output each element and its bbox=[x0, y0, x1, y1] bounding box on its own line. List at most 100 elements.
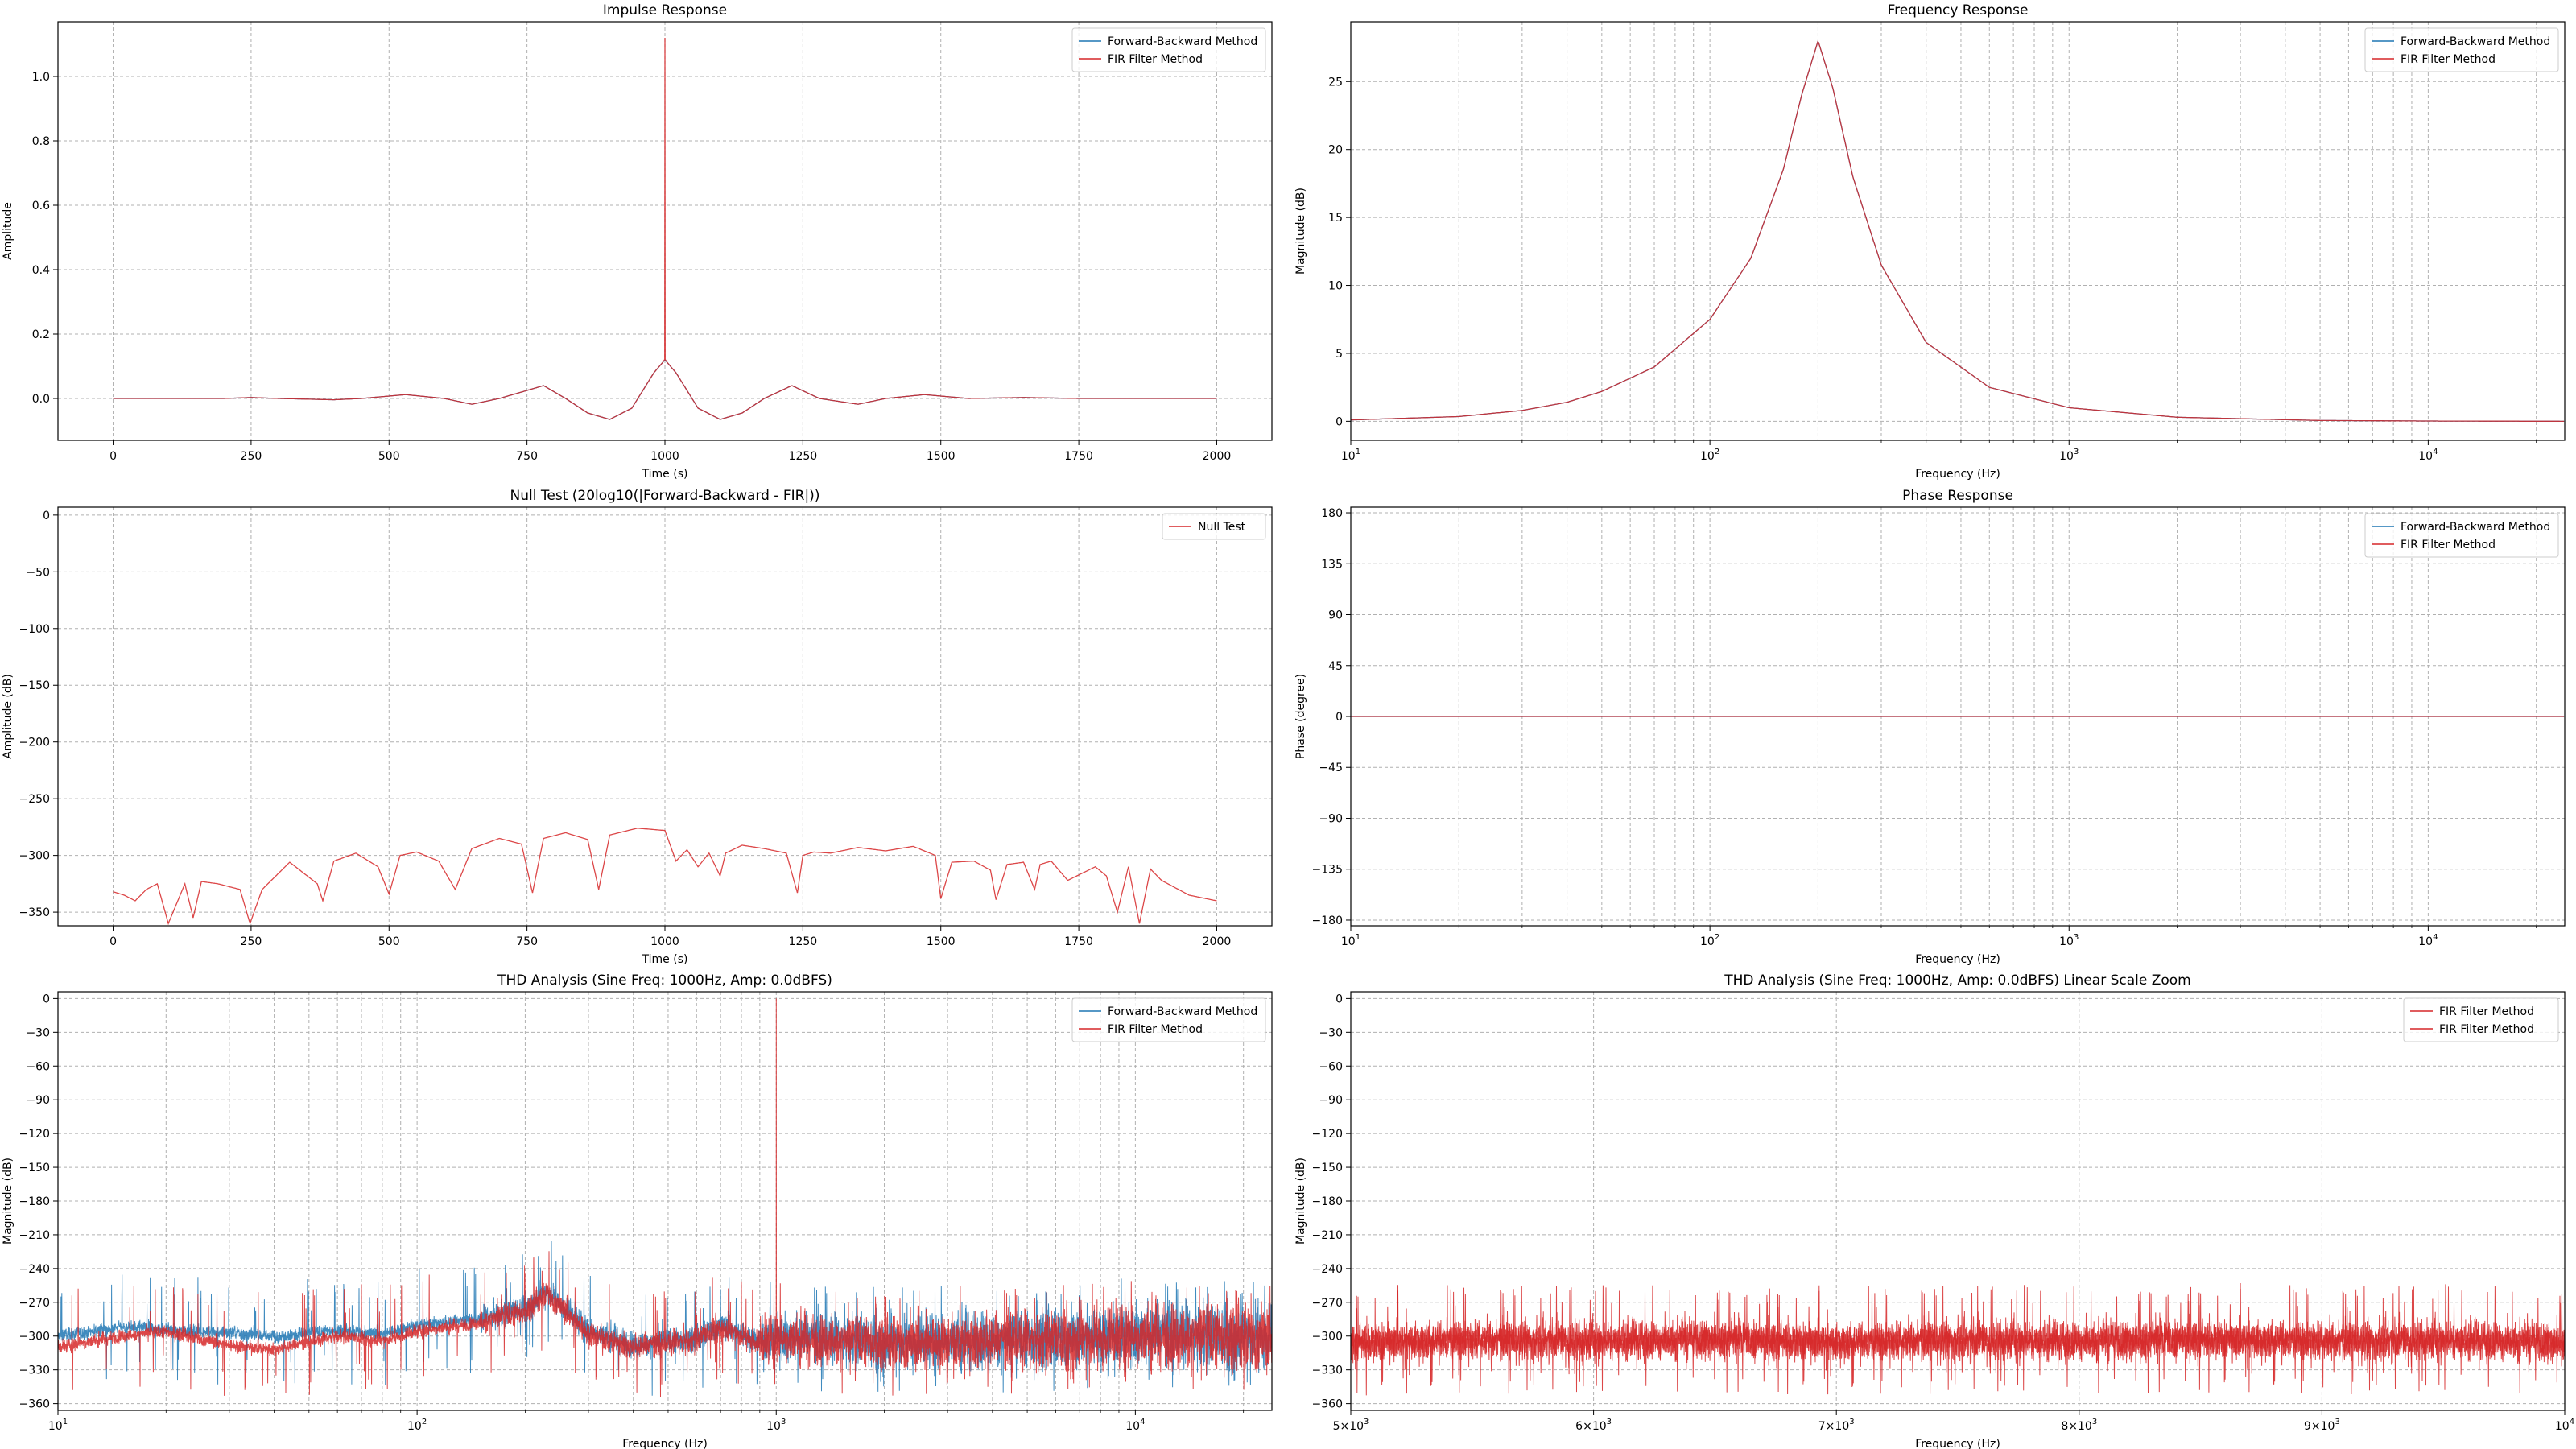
series-line-1 bbox=[113, 828, 1217, 926]
series-line-2 bbox=[1351, 40, 2564, 423]
y-tick-label: −360 bbox=[1312, 1398, 1343, 1411]
y-tick-label: 0 bbox=[43, 993, 50, 1005]
y-tick-label: −90 bbox=[26, 1094, 50, 1107]
x-tick-label: 5×103 bbox=[1333, 1418, 1369, 1433]
x-tick-label: 2000 bbox=[1203, 450, 1232, 463]
plot-area bbox=[113, 37, 1217, 420]
x-tick-label: 500 bbox=[378, 935, 400, 948]
x-tick-label: 1250 bbox=[789, 935, 818, 948]
x-tick-label: 103 bbox=[766, 1418, 786, 1433]
x-tick-label: 500 bbox=[378, 450, 400, 463]
legend-box bbox=[2364, 27, 2559, 72]
y-axis-label: Phase (degree) bbox=[1294, 674, 1307, 759]
y-tick-label: 0 bbox=[1335, 993, 1343, 1005]
y-tick-label: 180 bbox=[1321, 507, 1343, 520]
y-axis-label: Magnitude (dB) bbox=[2, 1158, 14, 1245]
x-axis: 0 250 500 750 1000 1250 1500 1750 2000 bbox=[109, 440, 1231, 463]
x-axis: 101 102 103 104 bbox=[1341, 926, 2537, 948]
y-tick-label: 135 bbox=[1321, 558, 1343, 571]
x-tick-label: 9×103 bbox=[2304, 1418, 2340, 1433]
y-tick-label: −270 bbox=[1312, 1297, 1343, 1310]
x-tick-label: 101 bbox=[48, 1418, 68, 1433]
legend: Forward-Backward Method FIR Filter Method bbox=[1071, 27, 1266, 72]
x-tick-label: 104 bbox=[2418, 448, 2438, 463]
y-axis-label: Magnitude (dB) bbox=[1294, 1158, 1307, 1245]
legend: Forward-Backward Method FIR Filter Method bbox=[2364, 513, 2559, 558]
y-tick-label: −350 bbox=[19, 906, 50, 919]
legend-label: Forward-Backward Method bbox=[1108, 1005, 1257, 1018]
legend-label: FIR Filter Method bbox=[2401, 53, 2496, 66]
y-tick-label: 0.0 bbox=[32, 393, 50, 406]
plot-area bbox=[1351, 40, 2564, 423]
y-axis-label: Magnitude (dB) bbox=[1294, 188, 1307, 275]
plot-area bbox=[58, 998, 1272, 1397]
x-tick-label: 1000 bbox=[650, 935, 679, 948]
x-tick-label: 0 bbox=[109, 450, 117, 463]
chart-title: Null Test (20log10(|Forward-Backward - F… bbox=[510, 488, 820, 504]
y-tick-label: 0.8 bbox=[32, 135, 50, 148]
x-tick-label: 101 bbox=[1341, 933, 1360, 948]
series-line-2 bbox=[113, 37, 1217, 420]
y-tick-label: −180 bbox=[19, 1195, 50, 1208]
y-tick-label: 1.0 bbox=[32, 71, 50, 84]
legend-label: FIR Filter Method bbox=[2401, 539, 2496, 551]
y-tick-label: −45 bbox=[1319, 762, 1343, 774]
y-tick-label: −360 bbox=[19, 1398, 50, 1411]
y-tick-label: −300 bbox=[19, 1331, 50, 1344]
y-tick-label: −135 bbox=[1312, 864, 1343, 877]
y-tick-label: 45 bbox=[1328, 660, 1343, 673]
x-tick-label: 104 bbox=[2418, 933, 2438, 948]
x-tick-label: 750 bbox=[516, 935, 538, 948]
y-tick-label: −270 bbox=[19, 1297, 50, 1310]
legend-label: FIR Filter Method bbox=[2439, 1023, 2534, 1036]
y-tick-label: −200 bbox=[19, 737, 50, 749]
y-axis: 0 −50 −100 −150 −200 −250 −300 −350 bbox=[19, 510, 58, 919]
x-tick-label: 1000 bbox=[650, 450, 679, 463]
series-line-2 bbox=[58, 998, 1272, 1397]
x-axis: 5×103 6×103 7×103 8×103 9×103 104 bbox=[1333, 1410, 2574, 1433]
y-tick-label: −180 bbox=[1312, 914, 1343, 927]
x-axis-label: Frequency (Hz) bbox=[1915, 1438, 2000, 1449]
y-tick-label: 5 bbox=[1335, 348, 1343, 361]
y-axis: 180 135 90 45 0 −45 −90 −135 −180 bbox=[1312, 507, 1351, 927]
y-tick-label: −330 bbox=[19, 1364, 50, 1377]
y-tick-label: −120 bbox=[1312, 1128, 1343, 1141]
y-tick-label: 15 bbox=[1328, 212, 1343, 225]
chart-thdzoom: 5×103 6×103 7×103 8×103 9×103 104 0 −30 −60 −90 −1… bbox=[1294, 972, 2574, 1449]
y-tick-label: −90 bbox=[1319, 812, 1343, 825]
x-axis: 101 102 103 104 bbox=[48, 1410, 1245, 1433]
legend: Null Test bbox=[1162, 513, 1266, 540]
y-tick-label: 0 bbox=[43, 510, 50, 522]
y-tick-label: −150 bbox=[1312, 1162, 1343, 1174]
x-tick-label: 1750 bbox=[1064, 450, 1093, 463]
x-axis-label: Time (s) bbox=[642, 953, 688, 966]
plot-area bbox=[113, 828, 1217, 926]
y-tick-label: −100 bbox=[19, 623, 50, 636]
legend-box bbox=[1162, 513, 1266, 540]
y-tick-label: 0.2 bbox=[32, 328, 50, 341]
x-tick-label: 101 bbox=[1341, 448, 1360, 463]
legend-label: Forward-Backward Method bbox=[1108, 35, 1257, 48]
legend-label: Forward-Backward Method bbox=[2401, 521, 2550, 534]
y-tick-label: −240 bbox=[1312, 1263, 1343, 1276]
y-tick-label: −210 bbox=[1312, 1229, 1343, 1242]
legend: Forward-Backward Method FIR Filter Method bbox=[1071, 997, 1266, 1042]
chart-title: Frequency Response bbox=[1888, 2, 2029, 19]
x-tick-label: 250 bbox=[241, 450, 262, 463]
chart-title: Impulse Response bbox=[603, 2, 727, 19]
y-tick-label: −330 bbox=[1312, 1364, 1343, 1377]
x-tick-label: 103 bbox=[2059, 933, 2079, 948]
y-axis-label: Amplitude bbox=[2, 202, 14, 260]
x-tick-label: 750 bbox=[516, 450, 538, 463]
x-axis: 101 102 103 104 bbox=[1341, 440, 2537, 463]
y-tick-label: 20 bbox=[1328, 144, 1343, 157]
x-axis-label: Frequency (Hz) bbox=[1915, 468, 2000, 481]
x-tick-label: 102 bbox=[407, 1418, 427, 1433]
y-tick-label: −300 bbox=[19, 850, 50, 863]
plot-area bbox=[1351, 1282, 2565, 1396]
y-axis: 0 −30 −60 −90 −120 −150 −180 −210 −240 −270 −300 −3… bbox=[1312, 993, 1351, 1411]
y-tick-label: 0.4 bbox=[32, 264, 50, 277]
legend-label: Forward-Backward Method bbox=[2401, 35, 2550, 48]
y-tick-label: 0 bbox=[1335, 415, 1343, 428]
